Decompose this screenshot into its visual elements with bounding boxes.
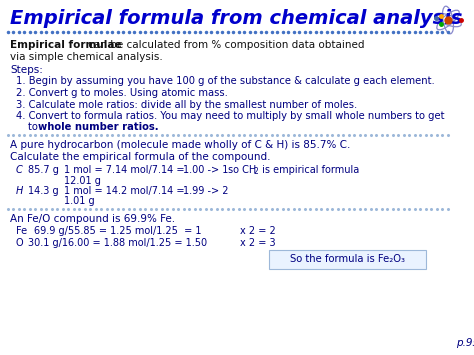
Text: 85.7 g: 85.7 g: [28, 165, 59, 175]
Text: 1.99 -> 2: 1.99 -> 2: [183, 186, 228, 196]
Text: p.95: p.95: [456, 338, 474, 348]
Text: x 2 = 2: x 2 = 2: [240, 226, 276, 236]
Text: 2: 2: [254, 166, 259, 175]
Text: A pure hydrocarbon (molecule made wholly of C & H) is 85.7% C.: A pure hydrocarbon (molecule made wholly…: [10, 140, 350, 150]
Text: Calculate the empirical formula of the compound.: Calculate the empirical formula of the c…: [10, 152, 271, 162]
Text: 4. Convert to formula ratios. You may need to multiply by small whole numbers to: 4. Convert to formula ratios. You may ne…: [16, 111, 445, 121]
Text: can be calculated from % composition data obtained: can be calculated from % composition dat…: [85, 40, 365, 50]
FancyBboxPatch shape: [269, 250, 426, 268]
Text: Empirical formula from chemical analysis: Empirical formula from chemical analysis: [10, 9, 463, 27]
Text: C: C: [16, 165, 23, 175]
Text: is empirical formula: is empirical formula: [259, 165, 359, 175]
Text: 1. Begin by assuming you have 100 g of the substance & calculate g each element.: 1. Begin by assuming you have 100 g of t…: [16, 76, 435, 87]
Text: 1 mol = 14.2 mol/7.14 =: 1 mol = 14.2 mol/7.14 =: [64, 186, 184, 196]
Text: to: to: [28, 122, 41, 132]
Text: whole number ratios.: whole number ratios.: [38, 122, 159, 132]
Text: Steps:: Steps:: [10, 65, 43, 75]
Text: Empirical formulae: Empirical formulae: [10, 40, 122, 50]
Text: 1.00 -> 1: 1.00 -> 1: [183, 165, 228, 175]
Text: x 2 = 3: x 2 = 3: [240, 238, 275, 248]
Text: So the formula is Fe₂O₃: So the formula is Fe₂O₃: [290, 254, 405, 264]
Text: H: H: [16, 186, 23, 196]
Text: 1 mol = 7.14 mol/7.14 =: 1 mol = 7.14 mol/7.14 =: [64, 165, 184, 175]
Text: 69.9 g/55.85 = 1.25 mol/1.25  = 1: 69.9 g/55.85 = 1.25 mol/1.25 = 1: [34, 226, 201, 236]
Text: Fe: Fe: [16, 226, 27, 236]
Text: 3. Calculate mole ratios: divide all by the smallest number of moles.: 3. Calculate mole ratios: divide all by …: [16, 99, 357, 109]
Text: 14.3 g: 14.3 g: [28, 186, 59, 196]
Text: 2. Convert g to moles. Using atomic mass.: 2. Convert g to moles. Using atomic mass…: [16, 88, 228, 98]
Text: via simple chemical analysis.: via simple chemical analysis.: [10, 51, 163, 61]
Text: so CH: so CH: [228, 165, 256, 175]
Text: 12.01 g: 12.01 g: [64, 175, 101, 186]
Text: 1.01 g: 1.01 g: [64, 197, 95, 207]
Text: An Fe/O compound is 69.9% Fe.: An Fe/O compound is 69.9% Fe.: [10, 214, 175, 224]
Text: 30.1 g/16.00 = 1.88 mol/1.25 = 1.50: 30.1 g/16.00 = 1.88 mol/1.25 = 1.50: [28, 238, 207, 248]
Text: O: O: [16, 238, 24, 248]
